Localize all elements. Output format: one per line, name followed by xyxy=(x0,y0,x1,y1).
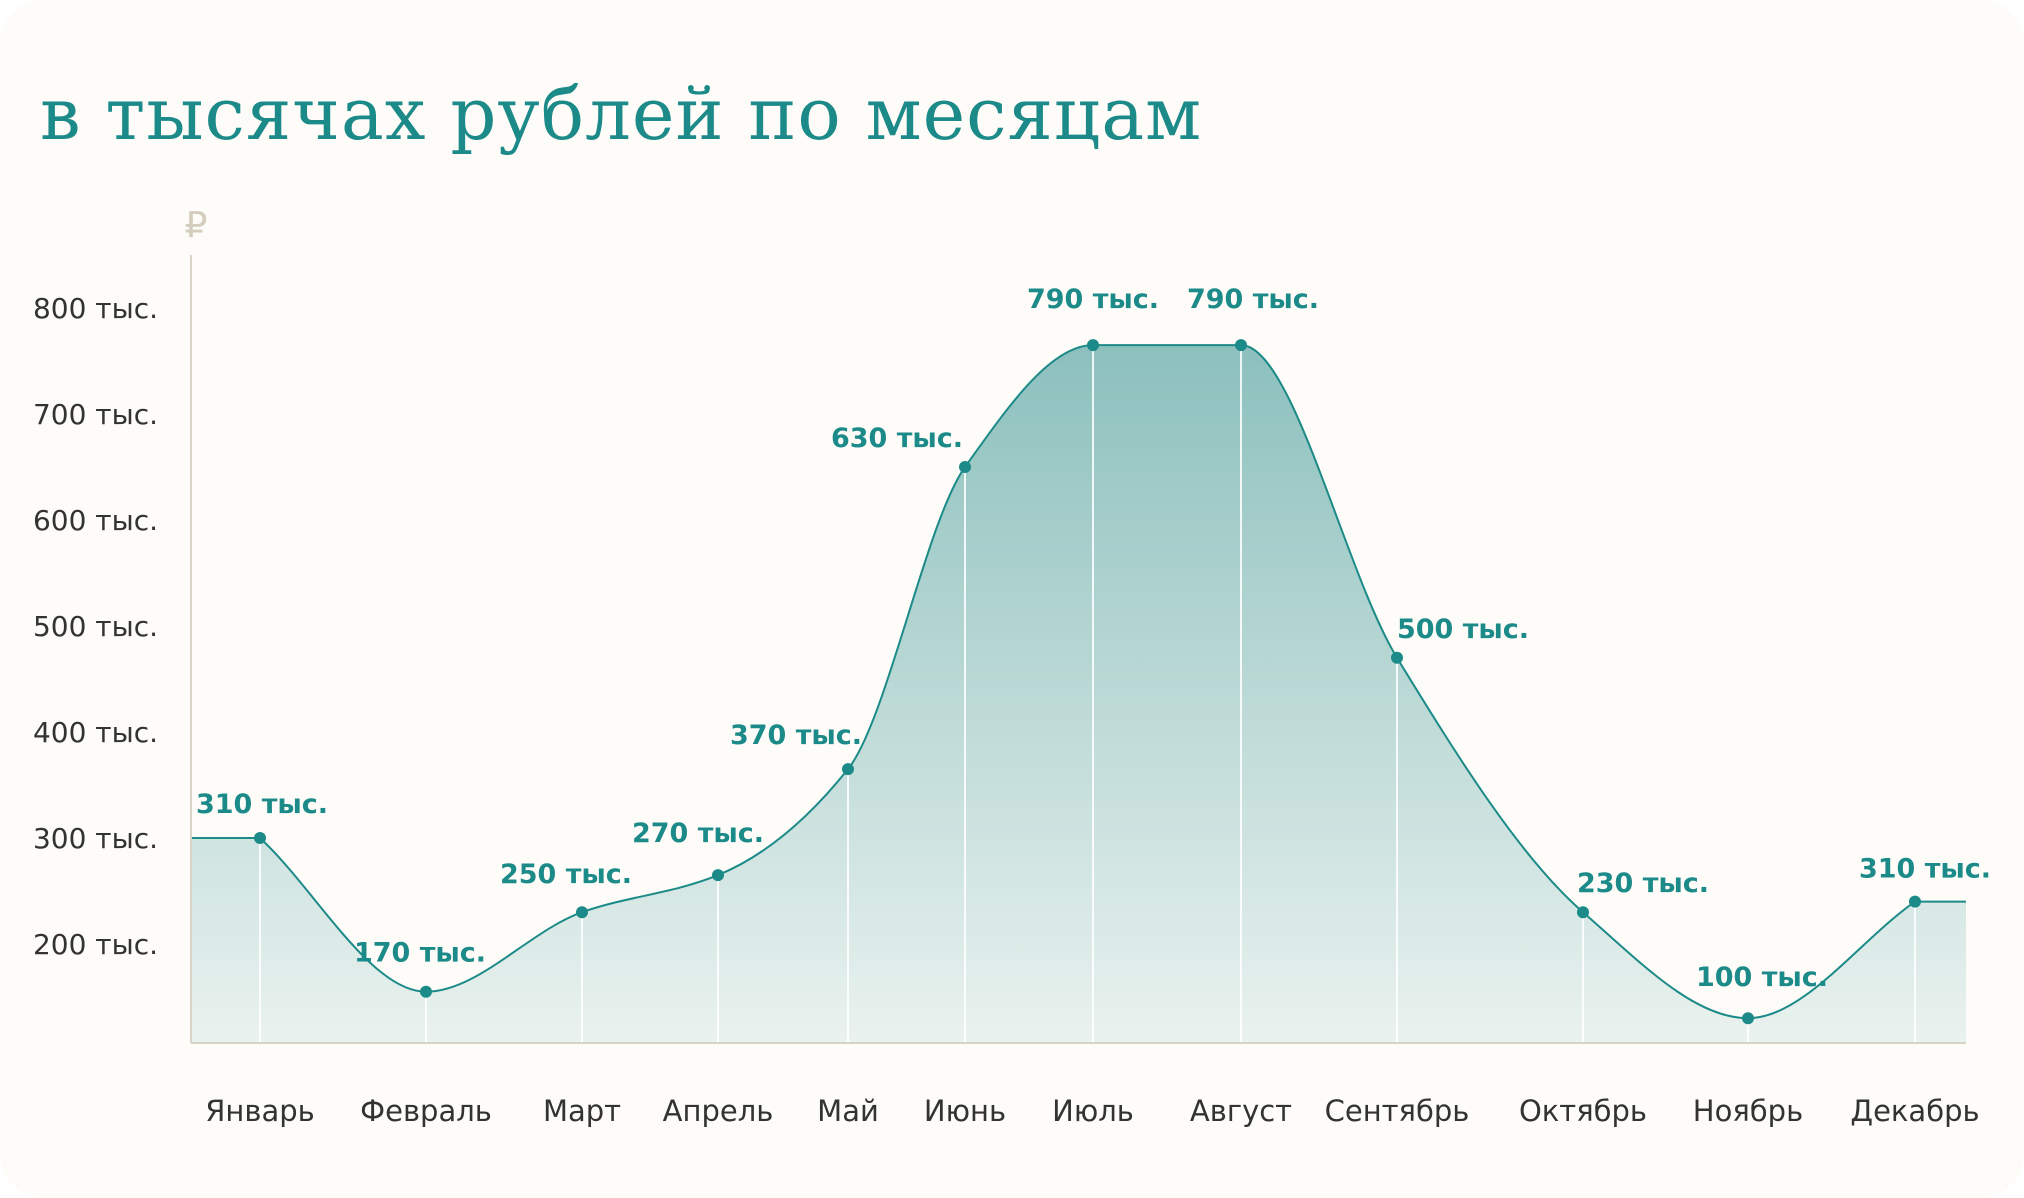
x-tick-label: Май xyxy=(817,1094,879,1128)
data-point xyxy=(1087,339,1099,352)
x-tick-label: Февраль xyxy=(360,1094,492,1128)
area-fill xyxy=(191,345,1966,1044)
data-point xyxy=(420,985,432,998)
y-tick-label: 300 тыс. xyxy=(33,822,158,855)
data-label: 790 тыс. xyxy=(1187,284,1319,315)
y-tick-label: 700 тыс. xyxy=(33,398,158,431)
x-tick-label: Январь xyxy=(205,1094,314,1128)
chart-title: В тысячах рублей по месяцам xyxy=(40,72,1203,156)
data-point xyxy=(576,906,588,919)
data-label: 230 тыс. xyxy=(1577,868,1709,899)
data-point xyxy=(712,869,724,882)
y-tick-label: 600 тыс. xyxy=(33,504,158,537)
data-point xyxy=(842,763,854,776)
data-point xyxy=(254,832,266,844)
x-tick-labels: Январь Февраль Март Апрель Май Июнь Июль Август… xyxy=(205,1094,1979,1128)
x-tick-label: Март xyxy=(543,1094,621,1128)
data-point xyxy=(1577,906,1589,919)
data-point xyxy=(1909,895,1921,908)
y-tick-label: 500 тыс. xyxy=(33,610,158,643)
data-label: 270 тыс. xyxy=(632,818,764,849)
data-label: 790 тыс. xyxy=(1027,284,1159,315)
y-tick-label: 800 тыс. xyxy=(33,292,158,325)
data-label: 630 тыс. xyxy=(831,423,963,454)
data-label: 370 тыс. xyxy=(730,720,862,751)
data-point xyxy=(959,461,971,473)
data-label: 250 тыс. xyxy=(500,859,632,890)
data-label: 100 тыс. xyxy=(1696,962,1828,993)
y-tick-label: 200 тыс. xyxy=(33,928,158,961)
series-line xyxy=(191,344,1966,1020)
data-points xyxy=(254,339,1921,1025)
y-axis-unit-label: ₽ xyxy=(185,205,208,246)
x-tick-label: Октябрь xyxy=(1519,1094,1647,1128)
data-label: 310 тыс. xyxy=(1859,854,1991,885)
data-label: 500 тыс. xyxy=(1397,614,1529,645)
x-tick-label: Август xyxy=(1190,1094,1292,1128)
data-point xyxy=(1391,651,1403,664)
y-tick-labels: 200 тыс. 300 тыс. 400 тыс. 500 тыс. 600 тыс.… xyxy=(33,292,158,961)
data-point xyxy=(1742,1012,1754,1025)
x-tick-label: Июль xyxy=(1052,1094,1134,1128)
y-tick-label: 400 тыс. xyxy=(33,716,158,749)
data-label: 170 тыс. xyxy=(354,938,486,969)
x-tick-label: Апрель xyxy=(663,1094,774,1128)
x-tick-label: Июнь xyxy=(924,1094,1006,1128)
x-tick-label: Декабрь xyxy=(1850,1094,1979,1128)
data-labels: 310 тыс. 170 тыс. 250 тыс.270 тыс. 370 тыс.… xyxy=(196,284,1991,993)
data-label: 310 тыс. xyxy=(196,789,328,820)
data-point xyxy=(1235,339,1247,352)
x-tick-label: Сентябрь xyxy=(1325,1094,1470,1128)
x-tick-label: Ноябрь xyxy=(1693,1094,1803,1128)
